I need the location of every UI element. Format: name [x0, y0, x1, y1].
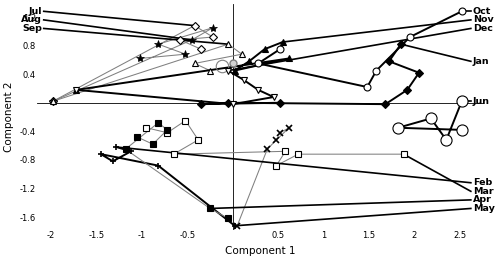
- Text: Sep: Sep: [22, 24, 42, 33]
- Text: Apr: Apr: [472, 195, 492, 204]
- Text: May: May: [472, 204, 494, 213]
- Text: Dec: Dec: [472, 24, 492, 33]
- Text: Feb: Feb: [472, 178, 492, 187]
- Text: Oct: Oct: [472, 7, 491, 16]
- Text: Mar: Mar: [472, 187, 494, 196]
- Text: Jun: Jun: [472, 97, 490, 106]
- Text: Aug: Aug: [21, 15, 42, 24]
- Text: Nov: Nov: [472, 15, 494, 24]
- X-axis label: Component 1: Component 1: [225, 246, 296, 256]
- Text: Jan: Jan: [472, 57, 490, 66]
- Text: Jul: Jul: [28, 7, 42, 16]
- Y-axis label: Component 2: Component 2: [4, 82, 14, 152]
